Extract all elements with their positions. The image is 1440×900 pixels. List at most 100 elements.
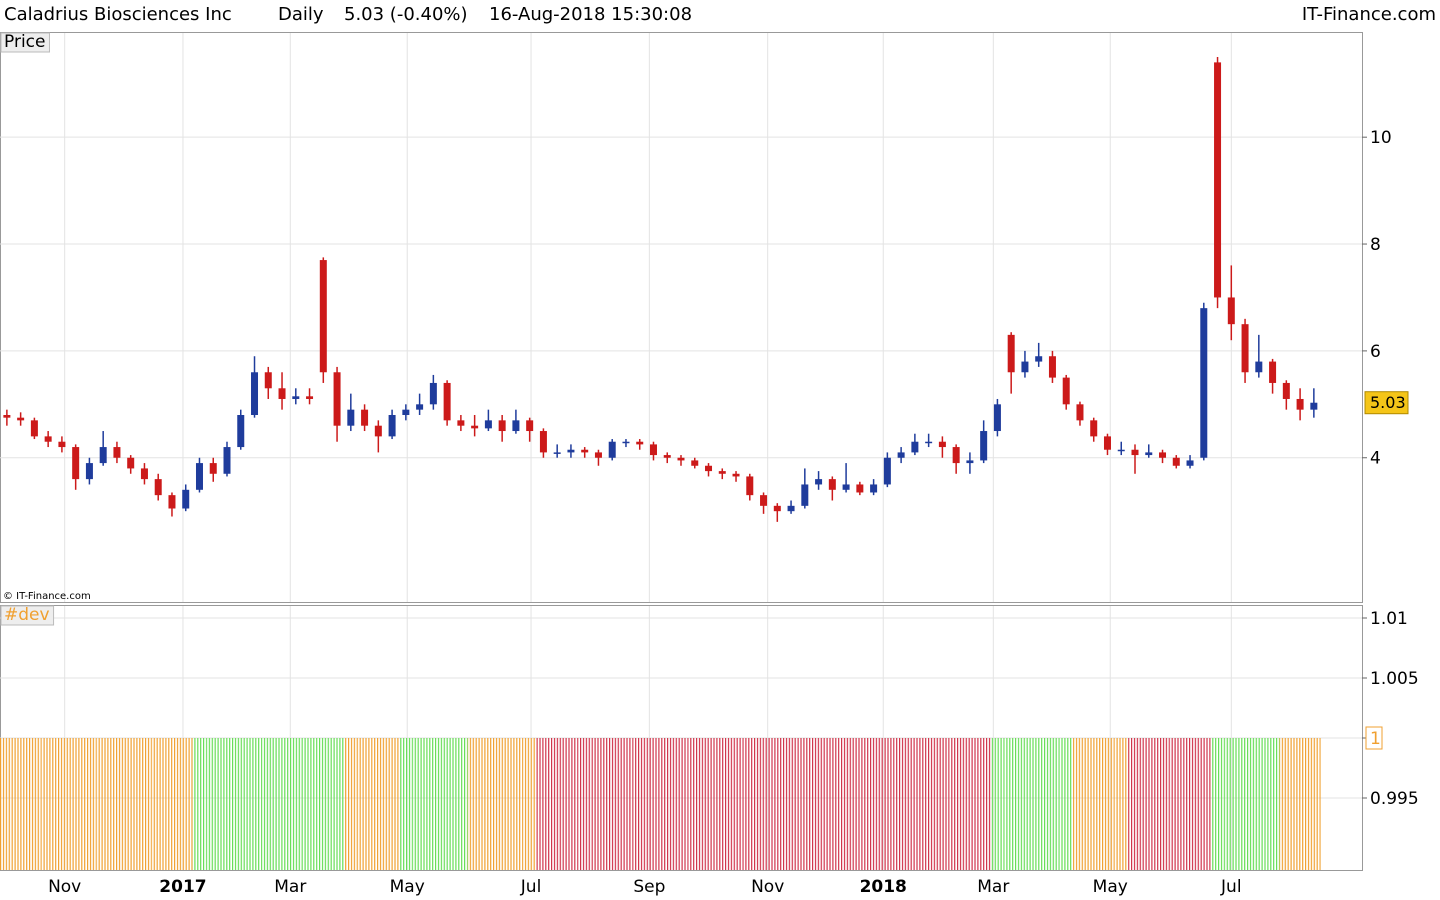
dev-bar bbox=[1100, 738, 1115, 870]
dev-bar bbox=[426, 738, 441, 870]
dev-bar bbox=[385, 738, 399, 870]
dev-bar bbox=[522, 738, 537, 870]
title: Caladrius Biosciences Inc bbox=[4, 4, 232, 25]
candle-body bbox=[925, 441, 933, 444]
panel-label: #dev bbox=[4, 605, 50, 625]
brand: IT-Finance.com bbox=[1301, 4, 1436, 25]
candle-body bbox=[1076, 404, 1084, 421]
candle-body bbox=[44, 436, 52, 442]
dev-bar bbox=[509, 738, 523, 870]
dev-bar bbox=[963, 738, 977, 870]
candle-body bbox=[842, 484, 850, 490]
y-tick-label: 4 bbox=[1370, 449, 1381, 469]
dev-bar bbox=[467, 738, 482, 870]
candle-body bbox=[471, 425, 479, 429]
dev-bar bbox=[1224, 738, 1239, 870]
header: Caladrius Biosciences Inc Daily 5.03 (-0… bbox=[0, 0, 1440, 30]
dev-bar bbox=[770, 738, 785, 870]
candle-body bbox=[237, 415, 245, 448]
candle-body bbox=[828, 479, 836, 490]
candle-body bbox=[773, 505, 781, 512]
dev-bar bbox=[261, 738, 276, 870]
highlight-tick-box bbox=[1365, 726, 1383, 750]
candle-body bbox=[911, 441, 919, 453]
period: Daily bbox=[278, 4, 324, 25]
candle-body bbox=[140, 468, 148, 480]
candle-body bbox=[402, 409, 410, 416]
candle-body bbox=[801, 484, 809, 506]
candle-body bbox=[333, 372, 341, 426]
dev-bar bbox=[1238, 738, 1252, 870]
dev-bar bbox=[316, 738, 331, 870]
dev-bar bbox=[1059, 738, 1074, 870]
x-tick-label: Nov bbox=[48, 877, 81, 897]
dev-bar bbox=[495, 738, 510, 870]
candle-body bbox=[1021, 361, 1029, 373]
dev-bar bbox=[398, 738, 413, 870]
candle-body bbox=[760, 495, 768, 506]
candle-body bbox=[677, 457, 685, 461]
candle-body bbox=[306, 396, 314, 399]
dev-bar bbox=[1141, 738, 1156, 870]
dev-bar bbox=[343, 738, 358, 870]
x-tick-label: 2017 bbox=[159, 877, 206, 897]
candle-body bbox=[938, 441, 946, 448]
dev-bar bbox=[1045, 738, 1060, 870]
y-tick-label: 0.995 bbox=[1370, 789, 1419, 809]
dev-bar bbox=[1073, 738, 1087, 870]
dev-bar bbox=[880, 738, 895, 870]
candle-body bbox=[608, 441, 616, 458]
candle-body bbox=[993, 404, 1001, 432]
dev-bar bbox=[591, 738, 606, 870]
candle-body bbox=[374, 425, 382, 437]
dev-bar bbox=[894, 738, 908, 870]
dev-bar bbox=[701, 738, 716, 870]
x-tick-label: Jul bbox=[520, 877, 542, 897]
candle-body bbox=[1172, 457, 1180, 466]
candle-body bbox=[195, 463, 203, 490]
x-tick-label: Sep bbox=[633, 877, 665, 897]
dev-bar bbox=[275, 738, 289, 870]
candle-body bbox=[429, 382, 437, 405]
candle-body bbox=[636, 441, 644, 445]
candle-body bbox=[1159, 452, 1167, 458]
candle-body bbox=[1200, 308, 1208, 458]
candle-body bbox=[732, 473, 740, 477]
dev-bar bbox=[123, 738, 138, 870]
panel-label: Price bbox=[4, 32, 45, 52]
candle-body bbox=[457, 420, 465, 426]
candle-body bbox=[154, 479, 162, 496]
dev-bar bbox=[1279, 738, 1294, 870]
candle-body bbox=[966, 460, 974, 464]
candle-body bbox=[85, 463, 93, 480]
dev-bar bbox=[137, 738, 152, 870]
candle-body bbox=[581, 449, 589, 453]
candle-body bbox=[1241, 324, 1249, 373]
dev-bar bbox=[454, 738, 468, 870]
candle-body bbox=[980, 431, 988, 461]
dev-bar bbox=[481, 738, 496, 870]
candle-body bbox=[1227, 297, 1235, 325]
dev-bar bbox=[1293, 738, 1307, 870]
dev-bar bbox=[68, 738, 83, 870]
candle-body bbox=[113, 447, 121, 458]
candle-body bbox=[17, 417, 25, 421]
dev-bar bbox=[27, 738, 42, 870]
dev-bar bbox=[908, 738, 922, 870]
candle-body bbox=[718, 471, 726, 474]
dev-bar bbox=[921, 738, 936, 870]
dev-bar bbox=[110, 738, 124, 870]
candle-body bbox=[594, 452, 602, 458]
dev-bar bbox=[687, 738, 702, 870]
candle-body bbox=[1282, 382, 1290, 399]
x-tick-label: Nov bbox=[751, 877, 784, 897]
dev-bar bbox=[412, 738, 427, 870]
candle-body bbox=[1269, 361, 1277, 383]
y-tick-label: 8 bbox=[1370, 235, 1381, 255]
candle-body bbox=[526, 420, 534, 432]
dev-bar bbox=[1169, 738, 1184, 870]
dev-bar bbox=[41, 738, 56, 870]
candle-body bbox=[897, 452, 905, 458]
candle-body bbox=[1103, 436, 1111, 450]
